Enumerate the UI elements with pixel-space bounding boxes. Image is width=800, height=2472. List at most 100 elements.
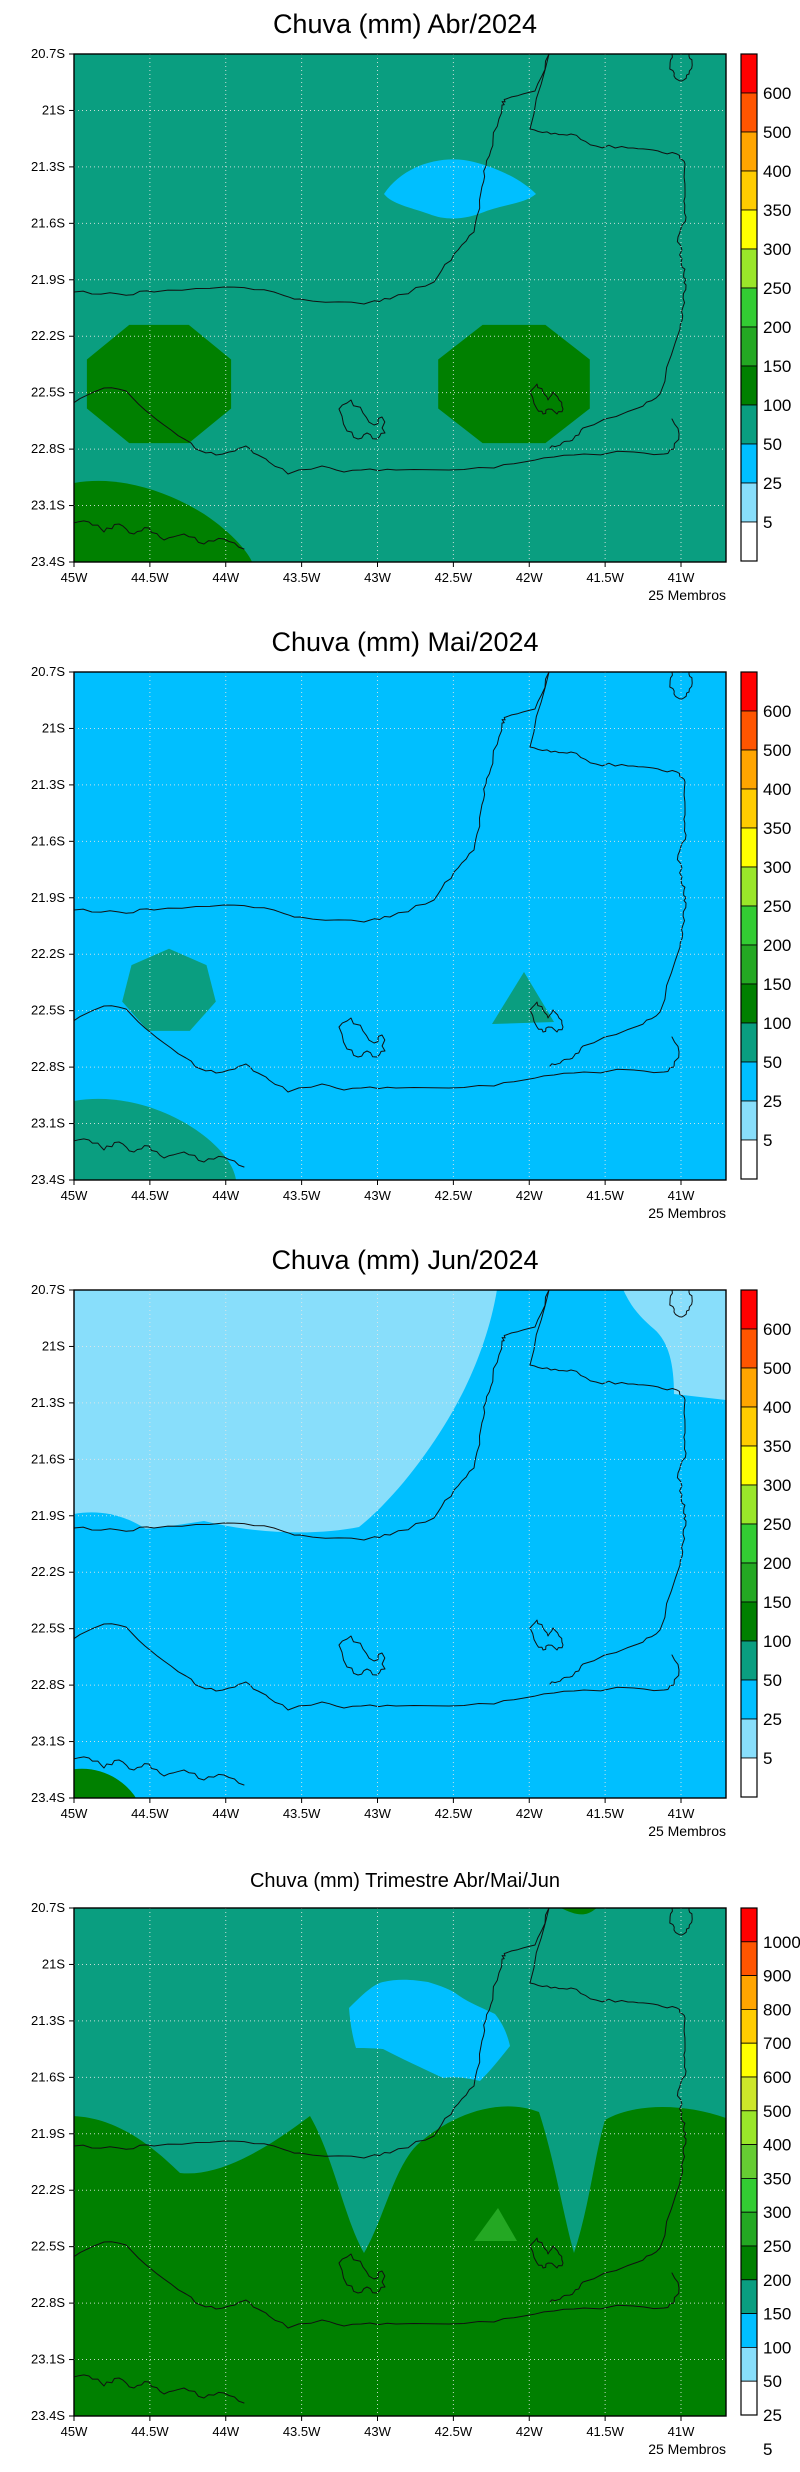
svg-text:44W: 44W — [212, 1188, 239, 1203]
svg-text:5: 5 — [763, 1749, 772, 1768]
svg-text:22.8S: 22.8S — [31, 441, 65, 456]
svg-text:43W: 43W — [364, 570, 391, 585]
svg-text:41.5W: 41.5W — [586, 2424, 624, 2439]
svg-text:44W: 44W — [212, 570, 239, 585]
svg-text:25: 25 — [763, 1710, 782, 1729]
svg-text:20.7S: 20.7S — [31, 46, 65, 61]
svg-text:150: 150 — [763, 2305, 791, 2324]
svg-text:41.5W: 41.5W — [586, 570, 624, 585]
svg-text:21.3S: 21.3S — [31, 2013, 65, 2028]
svg-text:45W: 45W — [61, 2424, 88, 2439]
svg-text:43W: 43W — [364, 1806, 391, 1821]
svg-text:44.5W: 44.5W — [131, 570, 169, 585]
svg-text:21.6S: 21.6S — [31, 215, 65, 230]
svg-text:900: 900 — [763, 1967, 791, 1986]
svg-text:45W: 45W — [61, 1188, 88, 1203]
svg-text:25 Membros: 25 Membros — [648, 1823, 726, 1839]
svg-text:41W: 41W — [668, 1188, 695, 1203]
svg-text:100: 100 — [763, 1632, 791, 1651]
svg-text:25 Membros: 25 Membros — [648, 587, 726, 603]
svg-text:23.1S: 23.1S — [31, 498, 65, 513]
svg-text:50: 50 — [763, 1053, 782, 1072]
svg-text:21.6S: 21.6S — [31, 833, 65, 848]
svg-text:21.6S: 21.6S — [31, 2069, 65, 2084]
svg-text:350: 350 — [763, 2169, 791, 2188]
svg-text:21.9S: 21.9S — [31, 272, 65, 287]
svg-text:25 Membros: 25 Membros — [648, 2441, 726, 2457]
svg-text:25: 25 — [763, 474, 782, 493]
svg-text:Chuva (mm) Mai/2024: Chuva (mm) Mai/2024 — [271, 627, 538, 657]
svg-text:22.8S: 22.8S — [31, 1677, 65, 1692]
svg-text:22.2S: 22.2S — [31, 328, 65, 343]
svg-text:23.4S: 23.4S — [31, 554, 65, 569]
svg-text:22.8S: 22.8S — [31, 1059, 65, 1074]
svg-text:21S: 21S — [42, 720, 65, 735]
svg-text:150: 150 — [763, 1593, 791, 1612]
svg-text:23.1S: 23.1S — [31, 1116, 65, 1131]
svg-text:21.9S: 21.9S — [31, 890, 65, 905]
svg-text:43W: 43W — [364, 2424, 391, 2439]
svg-text:22.8S: 22.8S — [31, 2295, 65, 2310]
svg-text:21.3S: 21.3S — [31, 1395, 65, 1410]
svg-text:42W: 42W — [516, 2424, 543, 2439]
svg-text:5: 5 — [763, 513, 772, 532]
svg-text:50: 50 — [763, 1671, 782, 1690]
svg-text:22.2S: 22.2S — [31, 946, 65, 961]
svg-text:41.5W: 41.5W — [586, 1806, 624, 1821]
svg-text:200: 200 — [763, 2271, 791, 2290]
svg-text:300: 300 — [763, 858, 791, 877]
svg-text:400: 400 — [763, 2136, 791, 2155]
svg-text:44.5W: 44.5W — [131, 1806, 169, 1821]
svg-text:300: 300 — [763, 240, 791, 259]
svg-text:21S: 21S — [42, 1956, 65, 1971]
svg-text:350: 350 — [763, 1437, 791, 1456]
svg-text:350: 350 — [763, 201, 791, 220]
svg-text:20.7S: 20.7S — [31, 664, 65, 679]
svg-text:22.5S: 22.5S — [31, 1003, 65, 1018]
svg-text:200: 200 — [763, 1554, 791, 1573]
svg-text:45W: 45W — [61, 1806, 88, 1821]
svg-text:42.5W: 42.5W — [435, 1806, 473, 1821]
svg-text:21.9S: 21.9S — [31, 1508, 65, 1523]
svg-text:42W: 42W — [516, 1806, 543, 1821]
svg-text:Chuva (mm) Jun/2024: Chuva (mm) Jun/2024 — [271, 1245, 538, 1275]
svg-text:150: 150 — [763, 975, 791, 994]
svg-text:25: 25 — [763, 1092, 782, 1111]
svg-text:600: 600 — [763, 1320, 791, 1339]
svg-text:22.2S: 22.2S — [31, 2182, 65, 2197]
svg-text:23.4S: 23.4S — [31, 1172, 65, 1187]
svg-text:250: 250 — [763, 2237, 791, 2256]
svg-text:42W: 42W — [516, 570, 543, 585]
svg-text:500: 500 — [763, 123, 791, 142]
svg-text:Chuva (mm) Abr/2024: Chuva (mm) Abr/2024 — [273, 9, 537, 39]
svg-text:23.1S: 23.1S — [31, 1734, 65, 1749]
svg-text:400: 400 — [763, 162, 791, 181]
svg-text:500: 500 — [763, 741, 791, 760]
svg-text:5: 5 — [763, 2440, 772, 2459]
svg-text:43.5W: 43.5W — [283, 2424, 321, 2439]
svg-text:44W: 44W — [212, 2424, 239, 2439]
svg-text:43.5W: 43.5W — [283, 1188, 321, 1203]
svg-text:42.5W: 42.5W — [435, 570, 473, 585]
svg-text:500: 500 — [763, 1359, 791, 1378]
svg-text:100: 100 — [763, 1014, 791, 1033]
svg-text:150: 150 — [763, 357, 791, 376]
svg-text:45W: 45W — [61, 570, 88, 585]
svg-text:41W: 41W — [668, 570, 695, 585]
svg-text:250: 250 — [763, 897, 791, 916]
svg-text:350: 350 — [763, 819, 791, 838]
svg-text:400: 400 — [763, 780, 791, 799]
svg-text:20.7S: 20.7S — [31, 1900, 65, 1915]
svg-text:300: 300 — [763, 1476, 791, 1495]
svg-text:43.5W: 43.5W — [283, 570, 321, 585]
svg-text:800: 800 — [763, 2000, 791, 2019]
svg-text:44.5W: 44.5W — [131, 1188, 169, 1203]
svg-text:41.5W: 41.5W — [586, 1188, 624, 1203]
svg-text:42.5W: 42.5W — [435, 2424, 473, 2439]
svg-text:250: 250 — [763, 1515, 791, 1534]
svg-text:100: 100 — [763, 2338, 791, 2357]
svg-text:700: 700 — [763, 2034, 791, 2053]
svg-text:22.5S: 22.5S — [31, 2239, 65, 2254]
svg-text:500: 500 — [763, 2102, 791, 2121]
svg-text:600: 600 — [763, 702, 791, 721]
